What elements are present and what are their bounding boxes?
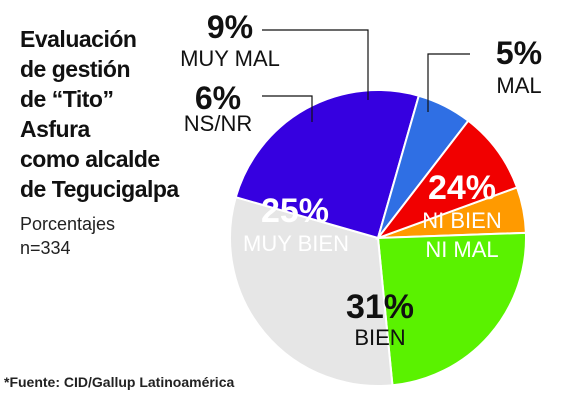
data-label-value-muy-mal: 9% xyxy=(207,9,253,45)
chart-title: Evaluación de gestión de “Tito” Asfura c… xyxy=(20,24,220,204)
leader-line-muy-mal xyxy=(262,29,369,100)
data-label-value-muy-bien: 25% xyxy=(261,192,329,230)
title-block: Evaluación de gestión de “Tito” Asfura c… xyxy=(20,24,220,260)
data-label-category-bien: BIEN xyxy=(354,325,405,350)
data-label-category-muy-mal: MUY MAL xyxy=(180,46,280,71)
data-label-category-mal: MAL xyxy=(496,73,541,98)
data-label-value-bien: 31% xyxy=(346,288,414,326)
data-label-category-ns-nr: NS/NR xyxy=(184,111,252,136)
data-label-category-ni-bien-ni-mal: NI MAL xyxy=(425,237,498,262)
sample-size: n=334 xyxy=(20,238,71,258)
data-label-category-muy-bien: MUY BIEN xyxy=(243,231,349,256)
chart-title-line: Asfura xyxy=(20,116,90,142)
chart-title-line: de Tegucigalpa xyxy=(20,176,179,202)
chart-title-line: de gestión xyxy=(20,56,131,82)
leader-line-mal xyxy=(427,53,470,112)
chart-title-line: Evaluación xyxy=(20,26,137,52)
data-label-category-ni-bien-ni-mal: NI BIEN xyxy=(422,208,501,233)
data-label-value-ni-bien-ni-mal: 24% xyxy=(428,169,496,207)
source-note: *Fuente: CID/Gallup Latinoamérica xyxy=(4,374,235,390)
pie-slice-muy-mal xyxy=(375,119,519,241)
pie-slice-bien xyxy=(229,195,394,387)
pie-slice-ni-bien-ni-mal xyxy=(376,231,527,387)
pie-slice-muy-bien xyxy=(234,89,421,240)
chart-subtitle: Porcentajes xyxy=(20,214,116,234)
data-label-value-mal: 5% xyxy=(496,35,542,71)
chart-title-line: de “Tito” xyxy=(20,86,114,112)
data-label-value-ns-nr: 6% xyxy=(195,80,241,116)
leader-line-ns-nr xyxy=(262,95,313,122)
chart-title-line: como alcalde xyxy=(20,146,160,172)
